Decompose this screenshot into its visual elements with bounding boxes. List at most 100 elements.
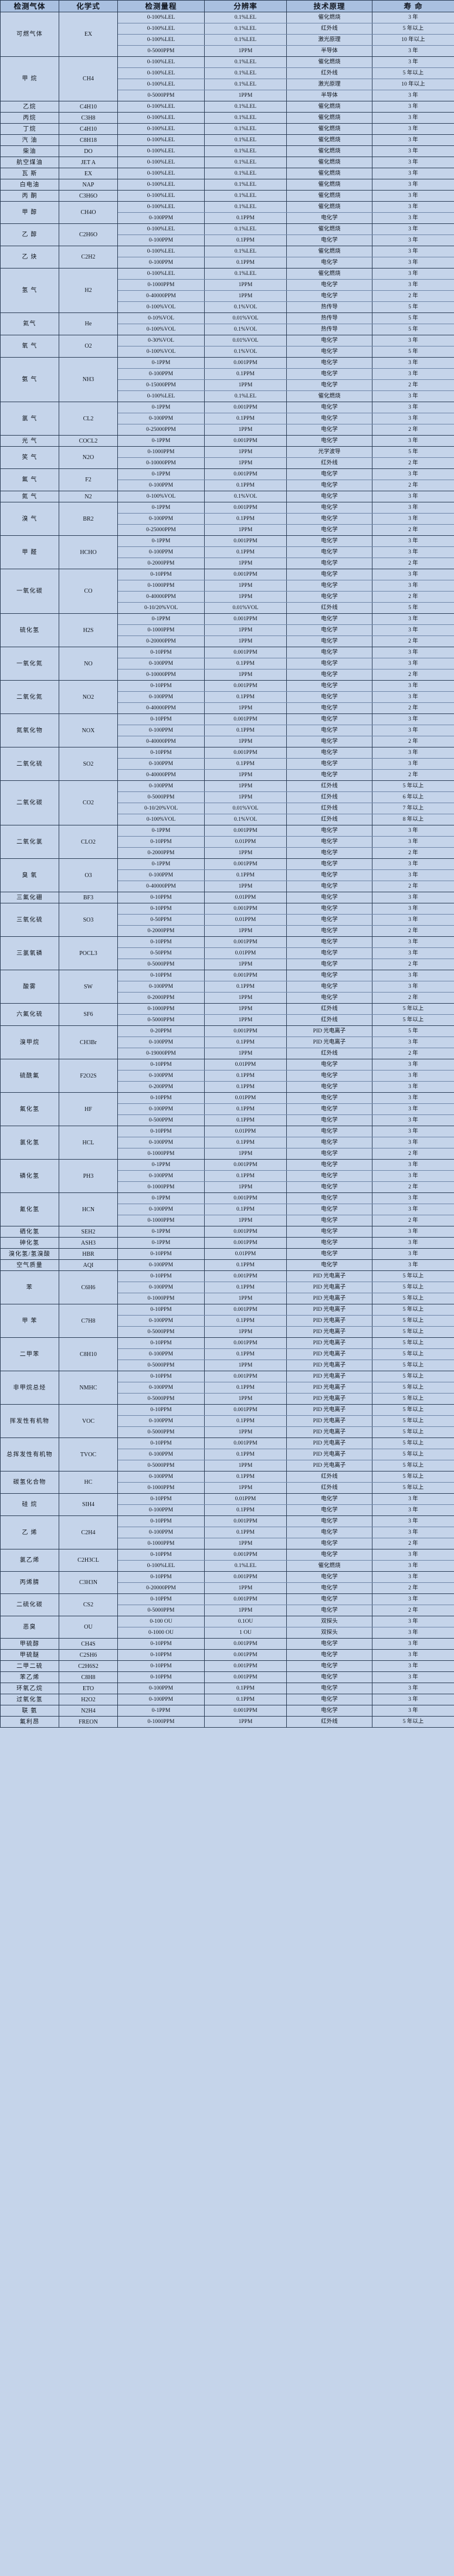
technology-principle-cell: 电化学 — [286, 1137, 372, 1148]
resolution-cell: 0.001PPM — [204, 936, 287, 948]
resolution-cell: 0.1%LEL — [204, 223, 287, 235]
table-row: 0-100%LEL 0.1%LEL 激光原理 10 年以上 — [1, 34, 454, 46]
technology-principle-cell: 红外线 — [286, 791, 372, 803]
lifetime-cell: 3 年 — [372, 413, 454, 424]
technology-principle-cell: 电化学 — [286, 947, 372, 959]
technology-principle-cell: 红外线 — [286, 1482, 372, 1494]
chemical-formula-cell: FREON — [59, 1716, 118, 1728]
detection-range-cell: 0-40000PPM — [117, 736, 205, 747]
detection-range-cell: 0-100PPM — [117, 1415, 205, 1427]
table-row: 0-1000PPM 1PPM 电化学 2 年 — [1, 1181, 454, 1193]
detection-range-cell: 0-2000PPM — [117, 558, 205, 569]
resolution-cell: 0.01PPM — [204, 914, 287, 926]
gas-detection-table: 检测气体 化学式 检测量程 分辨率 技术原理 寿 命 可燃气体 EX 0-100%L… — [0, 0, 454, 1728]
table-row: 0-5000PPM 1PPM PID 光电离子 5 年以上 — [1, 1326, 454, 1338]
resolution-cell: 0.1%LEL — [204, 101, 287, 113]
technology-principle-cell: 电化学 — [286, 1705, 372, 1717]
gas-name-cell: 一氧化碳 — [0, 569, 59, 614]
table-row: 0-100PPM 0.1PPM 电化学 3 年 — [1, 1527, 454, 1538]
technology-principle-cell: 红外线 — [286, 67, 372, 79]
detection-range-cell: 0-100%LEL — [117, 390, 205, 402]
chemical-formula-cell: C7H8 — [59, 1304, 118, 1338]
chemical-formula-cell: He — [59, 312, 118, 335]
table-row: 0-10/20%VOL 0.01%VOL 红外线 7 年以上 — [1, 803, 454, 814]
lifetime-cell: 3 年 — [372, 1081, 454, 1093]
detection-range-cell: 0-10PPM — [117, 1549, 205, 1561]
gas-name-cell: 白电油 — [0, 179, 59, 191]
table-row: 0-2000PPM 1PPM 电化学 2 年 — [1, 558, 454, 569]
gas-name-cell: 航空煤油 — [0, 157, 59, 168]
gas-name-cell: 柴油 — [0, 145, 59, 157]
chemical-formula-cell: POCL3 — [59, 936, 118, 970]
table-row: 二氧化碳 CO2 0-100PPM 1PPM 红外线 5 年以上 — [0, 780, 454, 825]
table-row: 0-100PPM 0.1PPM PID 光电离子 5 年以上 — [1, 1382, 454, 1394]
detection-range-cell: 0-100%VOL — [117, 491, 205, 502]
resolution-cell: 1PPM — [204, 591, 287, 603]
resolution-cell: 0.01PPM — [204, 1126, 287, 1137]
table-row: 挥发性有机物 VOC 0-10PPM 0.001PPM PID 光电离子 5 年以上 — [0, 1404, 454, 1438]
lifetime-cell: 3 年 — [372, 1070, 454, 1082]
technology-principle-cell: 电化学 — [286, 1059, 372, 1070]
lifetime-cell: 3 年 — [372, 390, 454, 402]
table-row: 砷化氢 ASH3 0-1PPM 0.001PPM 电化学 3 年 — [0, 1237, 454, 1249]
table-row: 0-100PPM 0.1PPM 电化学 3 年 — [1, 725, 454, 736]
technology-principle-cell: PID 光电离子 — [286, 1337, 372, 1349]
chemical-formula-cell: BF3 — [59, 892, 118, 903]
gas-name-cell: 丙烯腈 — [0, 1571, 59, 1594]
chemical-formula-cell: SO3 — [59, 903, 118, 937]
detection-range-cell: 0-5000PPM — [117, 90, 205, 101]
chemical-formula-cell: VOC — [59, 1404, 118, 1438]
resolution-cell: 0.001PPM — [204, 1705, 287, 1717]
gas-name-cell: 空气质量 — [0, 1259, 59, 1271]
lifetime-cell: 3 年 — [372, 981, 454, 993]
resolution-cell: 0.001PPM — [204, 535, 287, 547]
column-header-lifetime: 寿 命 — [372, 0, 454, 12]
chemical-formula-cell: EX — [59, 168, 118, 179]
lifetime-cell: 8 年以上 — [372, 814, 454, 825]
detection-range-cell: 0-1000PPM — [117, 580, 205, 592]
gas-name-cell: 丁烷 — [0, 123, 59, 135]
lifetime-cell: 3 年 — [372, 1705, 454, 1717]
chemical-formula-cell: F2O2S — [59, 1059, 118, 1093]
chemical-formula-cell: HCN — [59, 1192, 118, 1226]
lifetime-cell: 3 年 — [372, 134, 454, 146]
resolution-cell: 0.01PPM — [204, 947, 287, 959]
detection-range-cell: 0-25000PPM — [117, 524, 205, 536]
gas-name-cell: 二甲苯 — [0, 1337, 59, 1371]
lifetime-cell: 2 年 — [372, 736, 454, 747]
lifetime-cell: 3 年 — [372, 1549, 454, 1561]
detection-range-cell: 0-5000PPM — [117, 959, 205, 970]
detection-range-cell: 0-10/20%VOL — [117, 602, 205, 614]
table-row: 汽 油 C8H18 0-100%LEL 0.1%LEL 催化燃烧 3 年 — [0, 134, 454, 146]
table-row: 0-40000PPM 1PPM 电化学 2 年 — [1, 290, 454, 302]
lifetime-cell: 3 年 — [372, 892, 454, 903]
technology-principle-cell: 激光原理 — [286, 79, 372, 90]
table-row: 0-100PPM 0.1PPM PID 光电离子 3 年 — [1, 1036, 454, 1048]
gas-name-cell: 二硫化碳 — [0, 1593, 59, 1616]
technology-principle-cell: 电化学 — [286, 747, 372, 759]
lifetime-cell: 3 年 — [372, 1694, 454, 1705]
table-row: 苯乙烯 C8H8 0-10PPM 0.001PPM 电化学 3 年 — [0, 1671, 454, 1683]
technology-principle-cell: 催化燃烧 — [286, 179, 372, 191]
resolution-cell: 0.1%LEL — [204, 157, 287, 168]
lifetime-cell: 2 年 — [372, 669, 454, 681]
table-row: 乙烷 C4H10 0-100%LEL 0.1%LEL 催化燃烧 3 年 — [0, 101, 454, 113]
table-row: 氨 气 NH3 0-1PPM 0.001PPM 电化学 3 年 — [0, 357, 454, 402]
lifetime-cell: 2 年 — [372, 480, 454, 491]
lifetime-cell: 3 年 — [372, 624, 454, 636]
table-row: 0-40000PPM 1PPM 电化学 2 年 — [1, 736, 454, 747]
gas-name-cell: 氯化氢 — [0, 1126, 59, 1160]
lifetime-cell: 3 年 — [372, 201, 454, 213]
detection-range-cell: 0-100PPM — [117, 1382, 205, 1394]
technology-principle-cell: 红外线 — [286, 780, 372, 792]
chemical-formula-cell: C2H3CL — [59, 1549, 118, 1572]
detection-range-cell: 0-1PPM — [117, 613, 205, 625]
technology-principle-cell: 激光原理 — [286, 34, 372, 46]
detection-range-cell: 0-100%LEL — [117, 134, 205, 146]
detection-range-cell: 0-100PPM — [117, 1070, 205, 1082]
technology-principle-cell: 电化学 — [286, 379, 372, 391]
chemical-formula-cell: N2 — [59, 491, 118, 502]
technology-principle-cell: 电化学 — [286, 1694, 372, 1705]
resolution-cell: 0.001PPM — [204, 825, 287, 837]
lifetime-cell: 3 年 — [372, 858, 454, 870]
